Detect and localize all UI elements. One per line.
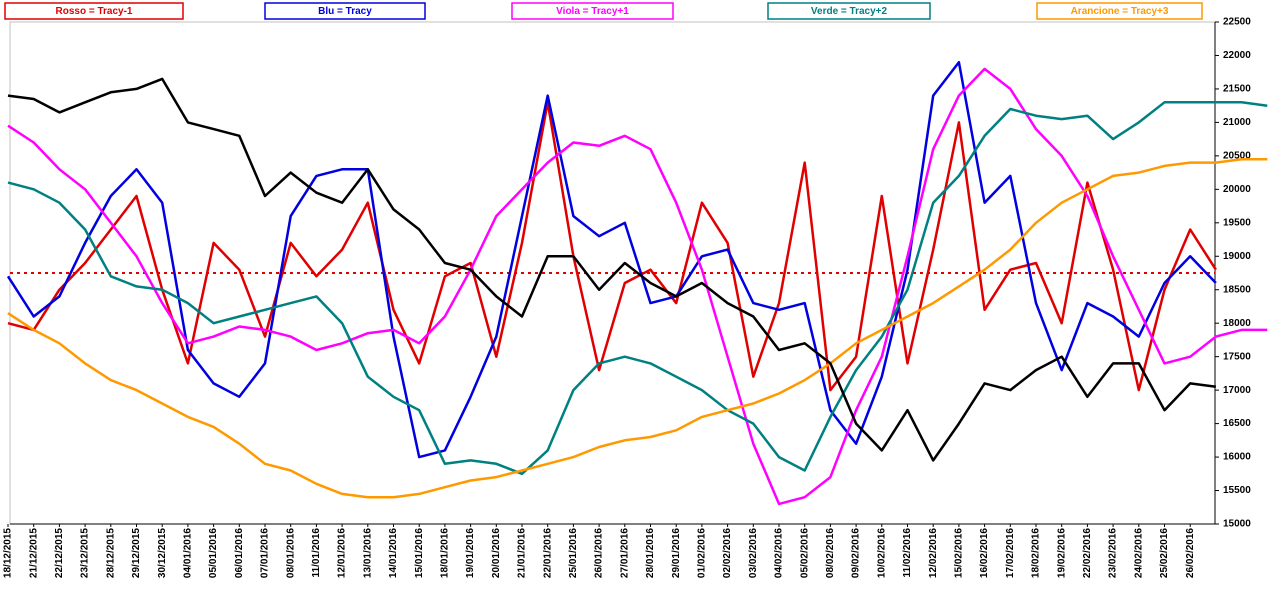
y-tick-label: 19500: [1223, 217, 1251, 228]
legend-box: [1036, 2, 1203, 20]
x-tick-label: 19/02/2016: [1056, 528, 1067, 578]
x-tick-label: 04/02/2016: [774, 528, 785, 578]
y-tick-label: 17000: [1223, 385, 1251, 396]
x-tick-label: 06/01/2016: [234, 528, 245, 578]
series-line: [7, 67, 1268, 506]
x-tick-label: 28/12/2015: [105, 528, 116, 578]
x-tick-label: 17/02/2016: [1005, 528, 1016, 578]
legend-box: [511, 2, 674, 20]
y-tick-label: 16500: [1223, 418, 1251, 429]
x-tick-label: 20/01/2016: [491, 528, 502, 578]
y-tick-label: 15000: [1223, 519, 1251, 530]
y-tick-label: 18500: [1223, 284, 1251, 295]
legend-label: Rosso = Tracy-1: [56, 6, 133, 17]
x-tick-label: 29/01/2016: [671, 528, 682, 578]
x-tick-label: 03/02/2016: [748, 528, 759, 578]
y-tick-label: 15500: [1223, 485, 1251, 496]
y-tick-label: 21000: [1223, 117, 1251, 128]
x-tick-label: 02/02/2016: [722, 528, 733, 578]
x-tick-label: 13/01/2016: [362, 528, 373, 578]
series-line: [7, 77, 1217, 462]
x-tick-label: 14/01/2016: [388, 528, 399, 578]
x-tick-label: 05/01/2016: [208, 528, 219, 578]
x-tick-label: 23/12/2015: [80, 528, 91, 578]
x-tick-label: 15/01/2016: [414, 528, 425, 578]
x-tick-label: 12/01/2016: [337, 528, 348, 578]
x-tick-label: 25/02/2016: [1159, 528, 1170, 578]
legend-box: [4, 2, 184, 20]
legend-label: Verde = Tracy+2: [811, 6, 888, 17]
x-tick-label: 22/02/2016: [1082, 528, 1093, 578]
y-tick-label: 22500: [1223, 17, 1251, 28]
x-tick-label: 04/01/2016: [183, 528, 194, 578]
x-tick-label: 09/02/2016: [851, 528, 862, 578]
x-tick-label: 08/01/2016: [285, 528, 296, 578]
x-tick-label: 27/01/2016: [619, 528, 630, 578]
x-tick-label: 29/12/2015: [131, 528, 142, 578]
x-tick-label: 25/01/2016: [568, 528, 579, 578]
x-tick-label: 21/12/2015: [28, 528, 39, 578]
x-tick-label: 15/02/2016: [954, 528, 965, 578]
x-tick-label: 19/01/2016: [465, 528, 476, 578]
x-tick-label: 10/02/2016: [876, 528, 887, 578]
y-tick-label: 22000: [1223, 50, 1251, 61]
x-tick-label: 30/12/2015: [157, 528, 168, 578]
x-tick-label: 26/01/2016: [594, 528, 605, 578]
x-tick-label: 11/02/2016: [902, 528, 913, 578]
x-tick-label: 01/02/2016: [697, 528, 708, 578]
x-tick-label: 12/02/2016: [928, 528, 939, 578]
legend-box: [767, 2, 931, 20]
x-tick-label: 26/02/2016: [1185, 528, 1196, 578]
y-tick-label: 20500: [1223, 151, 1251, 162]
x-tick-label: 08/02/2016: [825, 528, 836, 578]
x-tick-label: 24/02/2016: [1133, 528, 1144, 578]
x-tick-label: 28/01/2016: [645, 528, 656, 578]
x-tick-label: 18/12/2015: [3, 528, 14, 578]
x-tick-label: 23/02/2016: [1108, 528, 1119, 578]
legend-label: Viola = Tracy+1: [556, 6, 629, 17]
x-tick-label: 22/01/2016: [542, 528, 553, 578]
y-tick-label: 20000: [1223, 184, 1251, 195]
x-tick-label: 22/12/2015: [54, 528, 65, 578]
y-tick-label: 21500: [1223, 84, 1251, 95]
series-line: [6, 60, 1217, 459]
x-tick-label: 07/01/2016: [260, 528, 271, 578]
x-tick-label: 18/01/2016: [440, 528, 451, 578]
legend-label: Blu = Tracy: [318, 6, 372, 17]
y-tick-label: 18000: [1223, 318, 1251, 329]
x-tick-label: 21/01/2016: [517, 528, 528, 578]
series-line: [7, 101, 1217, 392]
series-line: [7, 101, 1268, 476]
y-tick-label: 16000: [1223, 452, 1251, 463]
y-tick-label: 19000: [1223, 251, 1251, 262]
x-tick-label: 05/02/2016: [799, 528, 810, 578]
x-tick-label: 16/02/2016: [979, 528, 990, 578]
x-tick-label: 11/01/2016: [311, 528, 322, 578]
legend-label: Arancione = Tracy+3: [1071, 6, 1169, 17]
x-tick-label: 18/02/2016: [1031, 528, 1042, 578]
legend-box: [264, 2, 426, 20]
y-tick-label: 17500: [1223, 351, 1251, 362]
series-line: [7, 157, 1268, 499]
